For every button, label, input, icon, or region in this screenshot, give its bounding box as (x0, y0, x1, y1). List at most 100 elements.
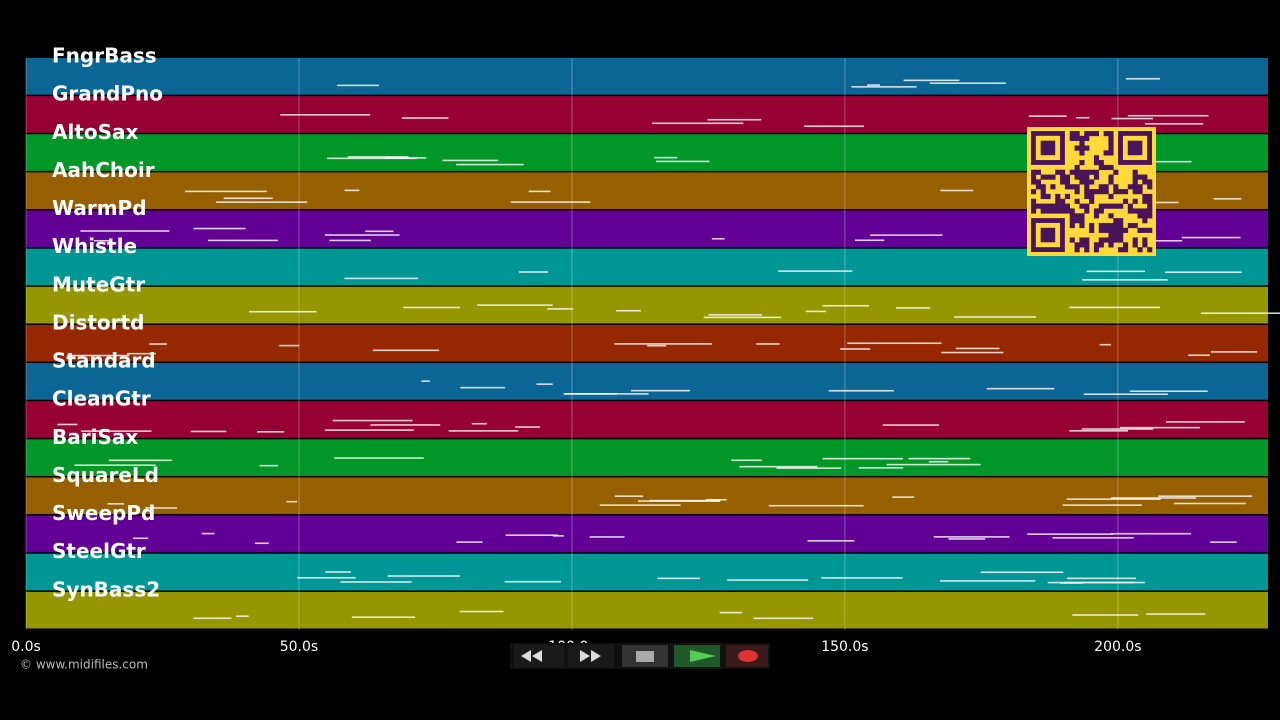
qr-cell (1079, 179, 1085, 185)
note (616, 309, 642, 312)
note (1125, 77, 1160, 80)
qr-cell (1084, 169, 1090, 175)
qr-cell (1069, 237, 1075, 243)
qr-cell (1084, 242, 1090, 248)
qr-cell (1103, 164, 1109, 171)
qr-cell (1060, 208, 1066, 214)
note (778, 270, 853, 272)
qr-cell (1132, 179, 1138, 185)
qr-cell (1040, 203, 1046, 209)
qr-cell (1142, 218, 1148, 224)
qr-cell (1137, 174, 1143, 180)
qr-cell (1137, 247, 1143, 253)
qr-cell (1045, 208, 1051, 214)
note (756, 343, 780, 345)
forward-button[interactable] (568, 645, 614, 667)
note (1027, 533, 1114, 535)
note (727, 579, 809, 581)
qr-cell (1122, 247, 1129, 253)
note (1173, 502, 1246, 505)
qr-cell (1108, 150, 1114, 156)
play-button[interactable] (674, 645, 720, 667)
qr-code (1027, 127, 1156, 256)
qr-cell (1137, 189, 1143, 195)
qr-cell (1103, 203, 1109, 209)
qr-cell (1079, 242, 1085, 248)
qr-cell (1074, 145, 1080, 151)
qr-cell (1108, 179, 1114, 185)
note (528, 190, 551, 193)
qr-cell (1074, 213, 1080, 219)
track-label: SweepPd (52, 501, 155, 525)
rewind-button[interactable] (514, 645, 564, 667)
note (1145, 123, 1204, 125)
note (57, 423, 78, 426)
qr-cell (1089, 222, 1095, 229)
qr-cell (1147, 213, 1153, 219)
note (655, 160, 710, 163)
stop-button[interactable] (622, 645, 668, 667)
qr-cell (1055, 169, 1061, 175)
note (1099, 343, 1112, 346)
qr-cell (1098, 237, 1104, 243)
note (351, 616, 416, 618)
qr-finder (1040, 227, 1056, 243)
qr-cell (1142, 242, 1148, 248)
note (896, 307, 931, 309)
qr-cell (1118, 203, 1124, 209)
qr-cell (1084, 135, 1090, 141)
note (127, 352, 156, 355)
qr-cell (1079, 237, 1085, 243)
note (1047, 581, 1134, 584)
note (980, 571, 1064, 574)
qr-cell (1055, 193, 1061, 200)
qr-cell (1093, 189, 1100, 195)
x-tick-label: 50.0s (280, 639, 318, 655)
note (1119, 426, 1200, 429)
qr-cell (1064, 179, 1071, 185)
record-button[interactable] (726, 645, 768, 667)
qr-cell (1108, 135, 1114, 141)
qr-cell (1040, 184, 1046, 190)
qr-cell (1113, 203, 1119, 209)
qr-cell (1035, 203, 1041, 209)
note (954, 316, 1037, 318)
track-band (26, 286, 1268, 324)
qr-cell (1055, 198, 1061, 204)
qr-cell (1089, 198, 1095, 204)
note (882, 424, 939, 426)
qr-cell (1050, 203, 1056, 209)
qr-cell (1132, 174, 1138, 180)
qr-cell (1093, 160, 1100, 166)
note (739, 465, 818, 468)
note (145, 507, 177, 509)
note (614, 343, 712, 345)
note (505, 534, 559, 536)
qr-cell (1142, 198, 1148, 204)
qr-cell (1035, 169, 1041, 175)
qr-cell (1074, 135, 1080, 141)
qr-cell (1108, 193, 1114, 200)
qr-cell (1137, 208, 1143, 214)
note (1069, 430, 1129, 432)
track-label: Whistle (52, 234, 137, 258)
qr-cell (1147, 198, 1153, 204)
qr-cell (1074, 198, 1080, 204)
qr-cell (1079, 160, 1085, 166)
qr-cell (1069, 184, 1075, 190)
qr-cell (1060, 174, 1066, 180)
qr-cell (1031, 179, 1037, 185)
note (249, 310, 317, 313)
qr-cell (1079, 135, 1085, 141)
note (805, 310, 826, 313)
qr-cell (1142, 193, 1148, 200)
qr-cell (1069, 208, 1075, 214)
qr-cell (1093, 208, 1100, 214)
note (711, 237, 725, 240)
qr-cell (1108, 232, 1114, 238)
note (854, 239, 885, 242)
note (1129, 390, 1208, 393)
note (929, 82, 1006, 85)
qr-cell (1084, 179, 1090, 185)
